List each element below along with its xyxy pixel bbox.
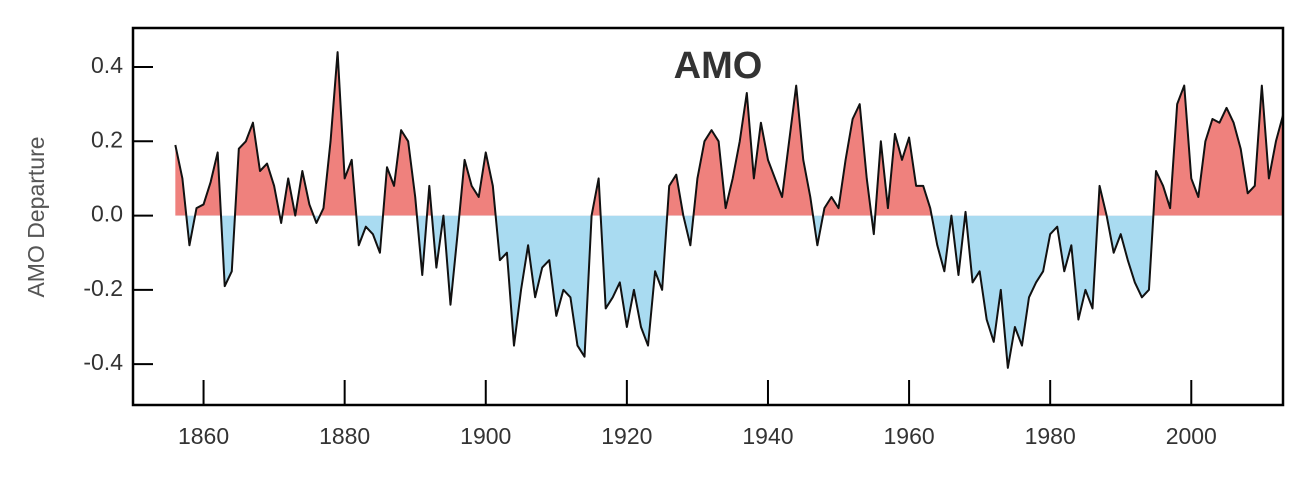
chart-title: AMO: [674, 45, 763, 87]
positive-area: [175, 52, 1283, 216]
x-tick-label: 1880: [319, 423, 370, 449]
y-tick-label: -0.2: [83, 275, 123, 301]
y-tick-label: 0.0: [91, 201, 123, 227]
x-tick-label: 1940: [742, 423, 793, 449]
x-tick-label: 1960: [883, 423, 934, 449]
x-tick-label: 1900: [460, 423, 511, 449]
x-tick-label: 1980: [1025, 423, 1076, 449]
plot-frame: [131, 26, 1285, 407]
x-tick-label: 1920: [601, 423, 652, 449]
x-tick-label: 2000: [1166, 423, 1217, 449]
y-tick-label: 0.4: [91, 52, 123, 78]
y-tick-label: -0.4: [83, 349, 123, 375]
y-axis-label: AMO Departure: [23, 136, 49, 297]
series-line: [174, 51, 1284, 369]
x-tick-label: 1860: [178, 423, 229, 449]
y-tick-label: 0.2: [91, 126, 123, 152]
